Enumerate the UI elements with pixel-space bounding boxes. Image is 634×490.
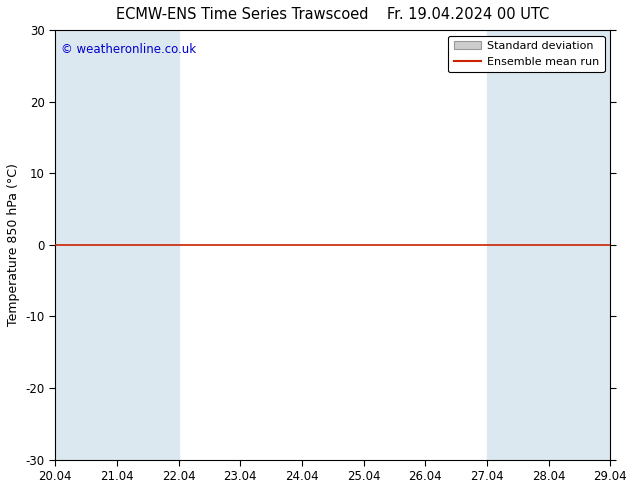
Legend: Standard deviation, Ensemble mean run: Standard deviation, Ensemble mean run: [448, 36, 605, 73]
Title: ECMW-ENS Time Series Trawscoed    Fr. 19.04.2024 00 UTC: ECMW-ENS Time Series Trawscoed Fr. 19.04…: [116, 7, 549, 22]
Y-axis label: Temperature 850 hPa (°C): Temperature 850 hPa (°C): [7, 163, 20, 326]
Bar: [24, 30, 179, 460]
Text: © weatheronline.co.uk: © weatheronline.co.uk: [61, 43, 196, 56]
Bar: [487, 30, 634, 460]
